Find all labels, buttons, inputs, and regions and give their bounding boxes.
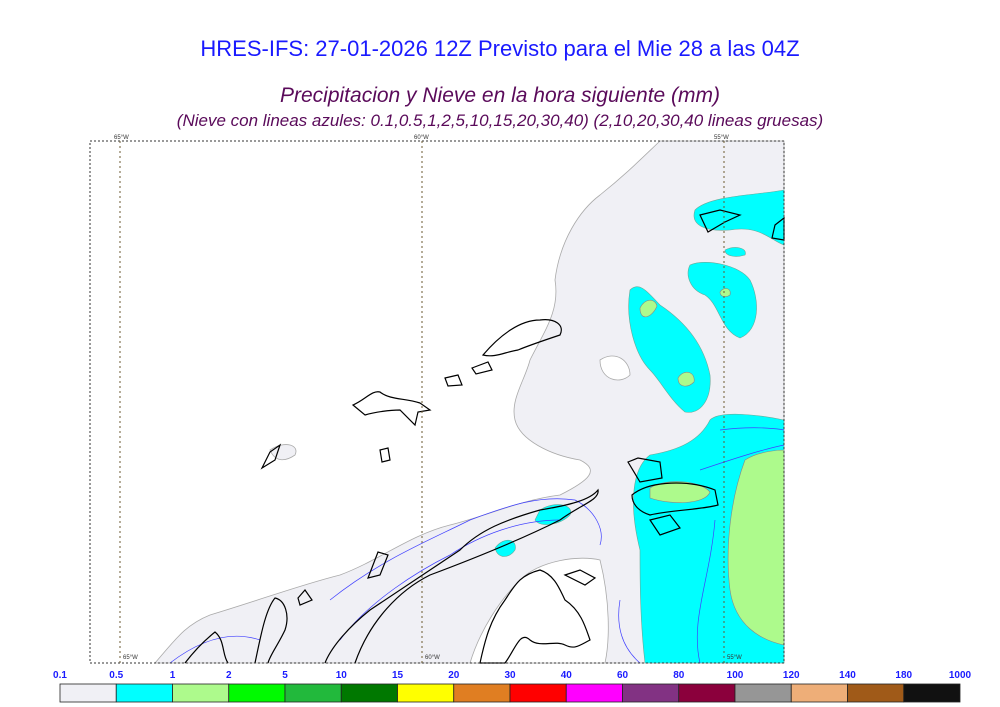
colorbar-swatch bbox=[790, 683, 848, 703]
map-title: HRES-IFS: 27-01-2026 12Z Previsto para e… bbox=[200, 36, 800, 61]
colorbar-label: 30 bbox=[504, 670, 516, 681]
colorbar-swatch bbox=[284, 683, 342, 703]
colorbar-label: 140 bbox=[839, 670, 856, 681]
lon-label-top-65: 65°W bbox=[114, 135, 129, 141]
snow-contours bbox=[169, 427, 785, 664]
colorbar-label: 120 bbox=[783, 670, 800, 681]
colorbar-swatch bbox=[59, 683, 117, 703]
colorbar-label: 1000 bbox=[949, 670, 972, 681]
colorbar-label: 0.1 bbox=[53, 670, 67, 681]
meridians bbox=[119, 141, 725, 663]
colorbar: 0.1 0.5 1 2 5 10 15 20 30 40 60 80 100 120 140 180 1000 bbox=[53, 670, 972, 703]
lon-label-bottom-55: 55°W bbox=[727, 655, 742, 661]
colorbar-swatch bbox=[228, 683, 286, 703]
lon-label-top-60: 60°W bbox=[414, 135, 429, 141]
colorbar-swatch bbox=[903, 683, 961, 703]
precip-area-light bbox=[154, 140, 785, 664]
colorbar-label: 60 bbox=[617, 670, 629, 681]
colorbar-label: 15 bbox=[392, 670, 404, 681]
colorbar-swatch bbox=[397, 683, 455, 703]
coastlines bbox=[184, 209, 785, 664]
lon-label-bottom-65: 65°W bbox=[123, 655, 138, 661]
colorbar-label: 20 bbox=[448, 670, 460, 681]
colorbar-swatch bbox=[453, 683, 511, 703]
map-subtitle: Precipitacion y Nieve en la hora siguien… bbox=[279, 84, 721, 107]
precip-field bbox=[154, 140, 785, 664]
colorbar-swatch bbox=[734, 683, 792, 703]
colorbar-label: 80 bbox=[673, 670, 685, 681]
colorbar-label: 5 bbox=[282, 670, 288, 681]
colorbar-label: 10 bbox=[336, 670, 348, 681]
lon-label-top-55: 55°W bbox=[714, 135, 729, 141]
colorbar-swatch bbox=[172, 683, 230, 703]
colorbar-swatch bbox=[565, 683, 623, 703]
lon-label-bottom-60: 60°W bbox=[425, 655, 440, 661]
colorbar-swatch bbox=[847, 683, 905, 703]
colorbar-swatch bbox=[678, 683, 736, 703]
colorbar-label: 1 bbox=[170, 670, 176, 681]
colorbar-label: 100 bbox=[727, 670, 744, 681]
colorbar-swatch bbox=[115, 683, 173, 703]
colorbar-label: 180 bbox=[895, 670, 912, 681]
colorbar-label: 40 bbox=[561, 670, 573, 681]
map-subtitle-snow: (Nieve con lineas azules: 0.1,0.5,1,2,5,… bbox=[176, 111, 824, 130]
colorbar-swatch bbox=[509, 683, 567, 703]
precip-area-green bbox=[639, 288, 785, 646]
colorbar-swatch bbox=[340, 683, 398, 703]
colorbar-label: 0.5 bbox=[109, 670, 123, 681]
colorbar-swatch bbox=[622, 683, 680, 703]
colorbar-label: 2 bbox=[226, 670, 232, 681]
